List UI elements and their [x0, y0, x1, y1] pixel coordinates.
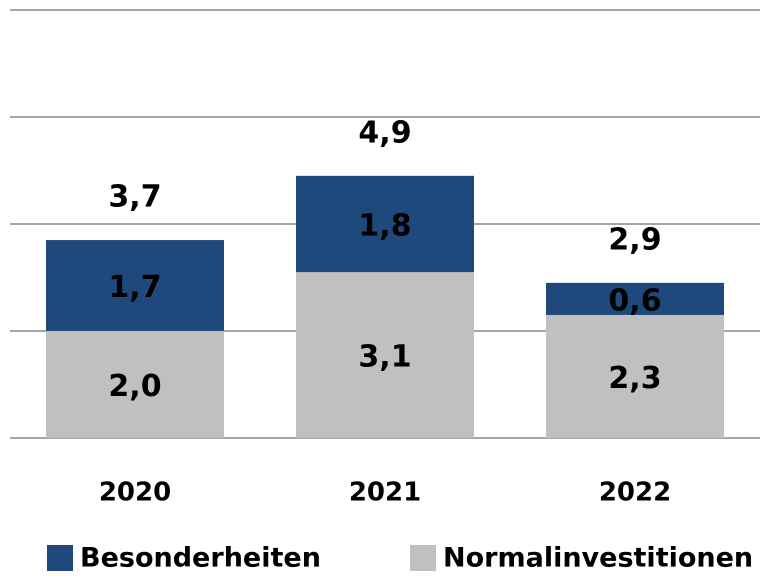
x-tick-label: 2022: [599, 478, 671, 508]
bar-segment: [546, 314, 724, 438]
bar-segment: [296, 272, 474, 438]
bar-segment: [46, 331, 224, 438]
legend-label: Besonderheiten: [80, 543, 321, 574]
x-tick-label: 2020: [99, 478, 171, 508]
total-label: 4,9: [358, 115, 411, 150]
legend-swatch: [47, 545, 73, 571]
bar-segment: [46, 240, 224, 331]
value-label: 0,6: [608, 283, 661, 318]
legend-swatch: [410, 545, 436, 571]
total-label: 2,9: [608, 222, 661, 257]
x-tick-label: 2021: [349, 478, 421, 508]
value-label: 2,0: [108, 369, 161, 404]
legend-label: Normalinvestitionen: [443, 543, 753, 574]
value-label: 3,1: [358, 340, 411, 375]
total-label: 3,7: [108, 180, 161, 215]
bar-segment: [546, 282, 724, 315]
bar-segment: [296, 175, 474, 273]
value-label: 2,3: [608, 361, 661, 396]
value-label: 1,7: [108, 270, 161, 305]
value-label: 1,8: [358, 209, 411, 244]
